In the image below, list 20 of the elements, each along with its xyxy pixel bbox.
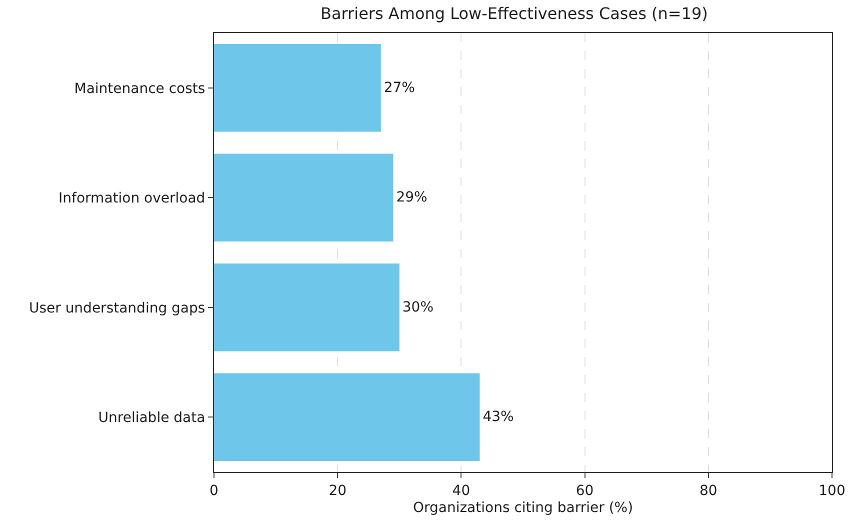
bar [214, 154, 394, 242]
x-tick-label: 80 [699, 482, 718, 499]
data-label: 29% [396, 190, 428, 206]
x-tick-label: 40 [452, 482, 470, 499]
x-tick-label: 60 [576, 482, 594, 499]
y-tick-label: Information overload [58, 190, 206, 207]
data-label: 27% [384, 80, 415, 96]
x-axis-title: Organizations citing barrier (%) [412, 500, 634, 516]
chart-title: Barriers Among Low-Effectiveness Cases (n=19) [320, 4, 708, 24]
x-tick-label: 100 [818, 482, 846, 499]
bar [214, 263, 400, 352]
data-label: 43% [482, 409, 514, 426]
data-label: 30% [402, 299, 434, 316]
y-tick-label: User understanding gaps [28, 300, 206, 316]
bar [214, 373, 480, 462]
x-tick-label: 0 [210, 482, 218, 499]
y-tick-label: Unreliable data [98, 410, 206, 426]
y-tick-label: Maintenance costs [74, 80, 206, 97]
bar [214, 44, 381, 132]
x-tick-label: 20 [328, 482, 347, 499]
